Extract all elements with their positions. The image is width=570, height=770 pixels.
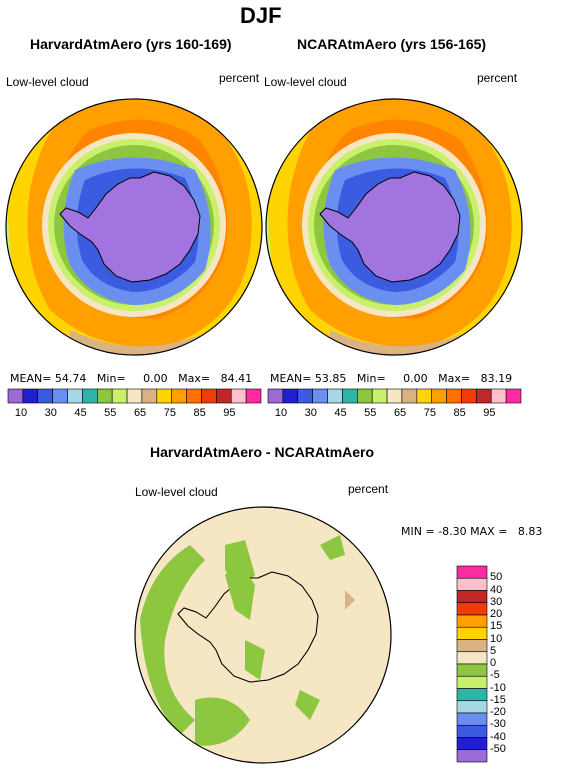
difference-colorbar-swatch: [456, 590, 488, 604]
difference-colorbar-swatch: [456, 602, 488, 616]
panel-right-units: percent: [477, 71, 518, 85]
right-colorbar-tick-label: 75: [423, 407, 436, 419]
left-mean-value: 54.74: [54, 372, 87, 385]
antarctica-coastline: [177, 571, 319, 683]
right-min-value: 0.00: [403, 372, 428, 385]
right-colorbar-tick-label: 55: [364, 407, 377, 419]
difference-colorbar-tick-label: -5: [490, 669, 500, 682]
left-colorbar-tick-label: 10: [14, 407, 28, 419]
left-min-value: 0.00: [143, 372, 168, 385]
left-colorbar-swatch: [245, 388, 262, 404]
difference-title: HarvardAtmAero - NCARAtmAero: [150, 444, 375, 460]
difference-colorbar-tick-label: 50: [490, 571, 503, 584]
difference-colorbar-tick-label: -15: [490, 693, 506, 706]
left-colorbar-tick-label: 95: [223, 407, 236, 419]
difference-colorbar-swatch: [456, 577, 488, 591]
right-max-label: Max=: [438, 372, 471, 385]
right-colorbar-tick-label: 45: [334, 407, 347, 419]
left-colorbar-tick-label: 85: [193, 407, 206, 419]
right-colorbar-tick-label: 30: [304, 407, 317, 419]
right-colorbar-swatch: [505, 388, 522, 404]
map-difference-boundary: [134, 506, 392, 764]
map-left: [6, 99, 262, 355]
difference-colorbar-swatch: [456, 639, 488, 653]
difference-colorbar-swatch: [456, 663, 488, 677]
left-colorbar-tick-label: 55: [104, 407, 117, 419]
difference-colorbar-swatch: [456, 749, 488, 763]
difference-colorbar-tick-label: -20: [490, 706, 506, 718]
left-colorbar-tick-label: 45: [74, 407, 87, 419]
difference-colorbar-tick-label: -40: [490, 730, 506, 743]
difference-colorbar-swatch: [456, 700, 488, 714]
difference-colorbar-swatch: [456, 565, 488, 579]
difference-colorbar-tick-label: 15: [490, 620, 503, 633]
difference-colorbar-tick-label: 40: [490, 583, 503, 596]
difference-colorbar-swatch: [456, 675, 488, 689]
difference-colorbar-tick-label: -10: [490, 681, 506, 694]
difference-colorbar-tick-label: -30: [490, 718, 506, 731]
map-right-boundary: [265, 98, 523, 356]
right-max-value: 83.19: [480, 372, 513, 385]
difference-max-value: 8.83: [517, 525, 543, 538]
left-colorbar-tick-label: 75: [163, 407, 176, 419]
right-mean-value: 53.85: [314, 372, 347, 385]
right-colorbar-tick-label: 95: [483, 407, 496, 419]
panel-left-units: percent: [219, 71, 260, 85]
difference-colorbar-swatch: [456, 737, 488, 751]
difference-colorbar-swatch: [456, 688, 488, 702]
right-mean-label: MEAN=: [270, 372, 312, 385]
right-colorbar-tick-label: 85: [453, 407, 466, 419]
right-min-label: Min=: [356, 372, 386, 385]
difference-units: percent: [348, 482, 389, 496]
difference-variable: Low-level cloud: [135, 485, 218, 499]
difference-colorbar-tick-label: 20: [490, 608, 503, 620]
left-min-label: Min=: [96, 372, 126, 385]
left-colorbar-tick-label: 30: [44, 407, 57, 419]
panel-right-variable: Low-level cloud: [264, 75, 347, 89]
panel-right-title: NCARAtmAero (yrs 156-165): [297, 36, 487, 52]
difference-colorbar-tick-label: 5: [490, 644, 497, 657]
difference-min-value: -8.30: [438, 525, 467, 538]
difference-colorbar-swatch: [456, 651, 488, 665]
difference-colorbar-swatch: [456, 712, 488, 726]
difference-colorbar-swatch: [456, 724, 488, 738]
difference-max-label: MAX =: [470, 525, 508, 538]
difference-colorbar-tick-label: 30: [490, 595, 503, 608]
difference-min-label: MIN =: [401, 525, 435, 538]
right-colorbar-tick-label: 10: [274, 407, 288, 419]
difference-colorbar-tick-label: -50: [490, 742, 506, 755]
difference-colorbar-swatch: [456, 626, 488, 640]
difference-colorbar-tick-label: 10: [490, 632, 503, 645]
difference-colorbar-swatch: [456, 614, 488, 628]
figure-title: DJF: [240, 3, 282, 28]
map-left-boundary: [5, 98, 263, 356]
right-colorbar-tick-label: 65: [393, 407, 407, 419]
panel-left-variable: Low-level cloud: [6, 75, 89, 89]
panel-left-title: HarvardAtmAero (yrs 160-169): [30, 36, 232, 52]
map-right: [266, 99, 522, 355]
left-colorbar-tick-label: 65: [133, 407, 147, 419]
left-mean-label: MEAN=: [10, 372, 52, 385]
difference-colorbar-tick-label: 0: [490, 657, 497, 669]
left-max-value: 84.41: [220, 372, 253, 385]
left-max-label: Max=: [178, 372, 211, 385]
